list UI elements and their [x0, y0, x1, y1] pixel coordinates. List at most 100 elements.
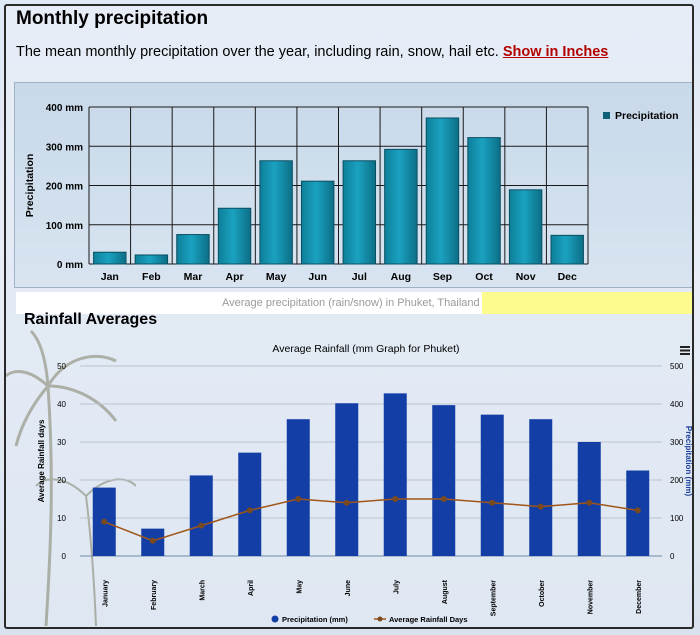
x-tick-label: February	[151, 580, 158, 610]
menu-icon-line	[680, 349, 690, 352]
highlight-block	[482, 292, 692, 314]
precipitation-bar	[335, 403, 359, 556]
y-axis-label: Precipitation	[24, 154, 36, 218]
y-tick-label: 0 mm	[57, 260, 83, 271]
precipitation-bar	[342, 160, 377, 265]
rainfall-days-point	[489, 499, 496, 506]
x-tick-label: Oct	[475, 271, 493, 283]
precipitation-bar	[529, 419, 553, 556]
monthly-precipitation-chart: 0 mm 100 mm 200 mm 300 mm 400 mm Jan Feb Mar Apr…	[14, 82, 692, 288]
precipitation-bar	[259, 160, 293, 265]
subtitle-text: The mean monthly precipitation over the …	[16, 44, 499, 60]
average-rainfall-svg: Average Rainfall (mm Graph for Phuket) 0 1…	[37, 343, 693, 624]
page-frame: Monthly precipitation The mean monthly p…	[4, 4, 694, 629]
chart-title: Average Rainfall (mm Graph for Phuket)	[272, 343, 459, 355]
precipitation-bar	[238, 452, 262, 556]
menu-icon-line	[680, 353, 690, 355]
precipitation-bar	[217, 207, 252, 265]
y-right-tick-label: 500	[670, 362, 684, 371]
x-tick-label: May	[266, 271, 287, 283]
precipitation-bar	[550, 234, 584, 265]
palm-tree-background-icon	[6, 329, 136, 626]
x-tick-label: May	[296, 580, 303, 594]
rainfall-days-point	[634, 507, 641, 514]
x-tick-label: January	[102, 580, 109, 607]
rainfall-days-point	[586, 499, 593, 506]
page-subtitle: The mean monthly precipitation over the …	[16, 44, 608, 60]
rainfall-days-point	[343, 499, 350, 506]
y-left-tick-label: 50	[57, 362, 66, 371]
monthly-precipitation-svg: 0 mm 100 mm 200 mm 300 mm 400 mm Jan Feb Mar Apr…	[24, 103, 679, 283]
y-left-tick-label: 40	[57, 400, 66, 409]
rainfall-days-line	[103, 498, 638, 542]
rainfall-days-point	[246, 507, 253, 514]
x-tick-label: December	[636, 580, 643, 614]
average-rainfall-chart: Average Rainfall (mm Graph for Phuket) 0 1…	[14, 331, 693, 627]
precipitation-bar	[577, 442, 601, 556]
y-tick-label: 100 mm	[46, 221, 83, 232]
y-left-tick-label: 0	[62, 552, 67, 561]
x-tick-label: September	[490, 580, 497, 616]
rainfall-days-point	[198, 522, 205, 529]
legend-label: Precipitation	[615, 110, 679, 122]
x-tick-label: April	[248, 580, 255, 596]
caption-text: Average precipitation (rain/snow) in Phu…	[222, 297, 480, 309]
x-tick-label: November	[587, 580, 594, 615]
x-tick-label: Feb	[142, 271, 161, 283]
y-tick-label: 200 mm	[46, 182, 83, 193]
section-title-rainfall: Rainfall Averages	[24, 311, 158, 328]
precipitation-bar	[383, 393, 407, 556]
x-tick-label: August	[442, 579, 449, 604]
precipitation-bar	[467, 137, 501, 265]
precipitation-bar	[300, 180, 335, 265]
y-left-tick-label: 20	[57, 476, 66, 485]
y-tick-label: 300 mm	[46, 142, 83, 153]
x-tick-label: Dec	[558, 271, 577, 283]
x-tick-label: Mar	[184, 271, 203, 283]
precipitation-bar	[508, 189, 543, 265]
legend-swatch-precipitation	[271, 615, 279, 623]
y-right-tick-label: 100	[670, 514, 684, 523]
chart-caption: Average precipitation (rain/snow) in Phu…	[16, 292, 692, 314]
x-tick-label: June	[345, 580, 352, 596]
x-tick-label: Jul	[352, 271, 367, 283]
x-tick-label: Sep	[433, 271, 452, 283]
rainfall-days-point	[295, 496, 302, 502]
x-tick-label: Jun	[308, 271, 327, 283]
y-right-tick-label: 400	[670, 400, 684, 409]
x-tick-label: Apr	[225, 271, 243, 283]
y-tick-label: 400 mm	[46, 103, 83, 114]
rainfall-days-point	[392, 496, 399, 502]
legend-label-precipitation: Precipitation (mm)	[282, 615, 348, 624]
x-tick-label: Nov	[516, 271, 536, 283]
y-right-axis-label: Precipitation (mm)	[684, 426, 693, 497]
x-tick-label: Jan	[101, 271, 119, 283]
precipitation-bar	[480, 414, 504, 556]
x-tick-label: March	[199, 580, 206, 601]
hamburger-menu-icon[interactable]	[680, 346, 690, 355]
rainfall-days-point	[537, 503, 544, 510]
precipitation-bar	[134, 254, 169, 265]
y-right-tick-label: 200	[670, 476, 684, 485]
precipitation-bar	[432, 405, 456, 556]
y-left-tick-label: 10	[57, 514, 66, 523]
legend-swatch	[603, 112, 610, 119]
legend-label-days: Average Rainfall Days	[389, 615, 468, 624]
x-tick-label: July	[393, 580, 400, 594]
menu-icon-line	[680, 346, 690, 348]
show-in-inches-link[interactable]: Show in Inches	[502, 44, 609, 60]
precipitation-bar	[286, 419, 310, 556]
precipitation-bar	[93, 251, 127, 265]
rainfall-days-point	[101, 518, 108, 525]
y-right-tick-label: 300	[670, 438, 684, 447]
precipitation-bar	[189, 475, 213, 556]
y-right-tick-label: 0	[670, 552, 675, 561]
precipitation-bar	[425, 117, 460, 265]
x-tick-label: October	[539, 580, 546, 607]
rainfall-days-point	[440, 496, 447, 502]
legend-swatch-days-point	[377, 616, 383, 622]
page-title: Monthly precipitation	[16, 8, 209, 29]
y-left-tick-label: 30	[57, 438, 66, 447]
x-tick-label: Aug	[391, 271, 411, 283]
rainfall-days-point	[149, 537, 156, 544]
